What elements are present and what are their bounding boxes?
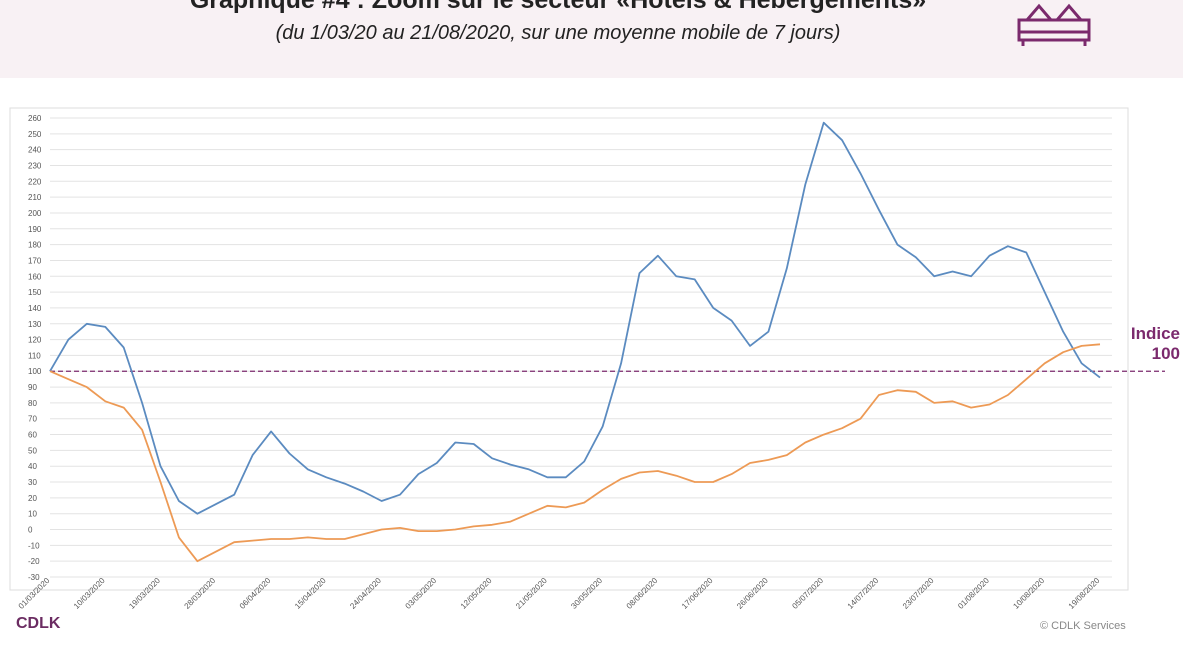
x-tick-label: 19/03/2020 (127, 576, 162, 610)
x-tick-label: 21/05/2020 (514, 576, 549, 610)
x-tick-label: 10/08/2020 (1011, 576, 1046, 610)
y-tick-label: -20 (28, 557, 40, 566)
x-tick-label: 12/05/2020 (459, 576, 494, 610)
y-tick-label: -10 (28, 541, 40, 550)
y-tick-label: 140 (28, 304, 42, 313)
y-tick-label: 220 (28, 177, 42, 186)
y-tick-label: 90 (28, 383, 37, 392)
y-tick-label: 70 (28, 415, 37, 424)
y-tick-label: 160 (28, 272, 42, 281)
y-tick-label: 230 (28, 161, 42, 170)
y-tick-label: 60 (28, 431, 37, 440)
y-tick-label: 170 (28, 256, 42, 265)
copyright: © CDLK Services (1040, 620, 1126, 632)
x-tick-label: 28/03/2020 (183, 576, 218, 610)
y-tick-label: 10 (28, 510, 37, 519)
x-tick-label: 14/07/2020 (846, 576, 881, 610)
y-tick-label: 110 (28, 351, 41, 360)
y-tick-label: 50 (28, 446, 37, 455)
chart-title: Graphique #4 : Zoom sur le secteur «Hôte… (189, 0, 927, 14)
y-tick-label: 200 (28, 209, 42, 218)
y-tick-label: 150 (28, 288, 42, 297)
series-line (49, 343, 1101, 563)
chart: -30 -20 -10 0 10 20 30 40 50 60 70 80 90 100 110 120 130… (9, 107, 1165, 610)
x-tick-label: 06/04/2020 (238, 576, 273, 610)
y-tick-label: 180 (28, 241, 42, 250)
x-tick-label: 15/04/2020 (293, 576, 328, 610)
x-tick-label: 05/07/2020 (790, 576, 825, 610)
y-tick-label: 30 (28, 478, 37, 487)
logo: CDLK (16, 615, 61, 632)
x-tick-label: 08/06/2020 (625, 576, 660, 610)
x-tick-label: 10/03/2020 (72, 576, 107, 610)
y-tick-label: 100 (28, 367, 42, 376)
x-tick-label: 26/06/2020 (735, 576, 770, 610)
series-line (49, 121, 1101, 515)
y-tick-label: 0 (28, 526, 33, 535)
x-tick-label: 24/04/2020 (348, 576, 383, 610)
y-tick-label: -30 (28, 573, 40, 582)
x-tick-label: 23/07/2020 (901, 576, 936, 610)
y-tick-label: 250 (28, 130, 42, 139)
x-tick-label: 03/05/2020 (404, 576, 439, 610)
x-tick-label: 19/08/2020 (1067, 576, 1102, 610)
x-tick-label: 17/06/2020 (680, 576, 715, 610)
x-tick-label: 01/08/2020 (956, 576, 991, 610)
y-tick-label: 240 (28, 146, 42, 155)
y-tick-label: 210 (28, 193, 42, 202)
y-tick-label: 190 (28, 225, 42, 234)
chart-frame (9, 107, 1129, 591)
x-tick-label: 30/05/2020 (569, 576, 604, 610)
y-tick-label: 20 (28, 494, 37, 503)
bed-icon (1017, 3, 1091, 46)
y-tick-label: 260 (28, 114, 42, 123)
header-band: Graphique #4 : Zoom sur le secteur «Hôte… (0, 0, 1183, 78)
y-tick-label: 130 (28, 320, 42, 329)
y-tick-label: 120 (28, 336, 42, 345)
y-tick-label: 40 (28, 462, 37, 471)
chart-subtitle: (du 1/03/20 au 21/08/2020, sur une moyen… (275, 22, 841, 44)
y-tick-label: 80 (28, 399, 37, 408)
reference-label: Indice 100 (1130, 324, 1180, 363)
